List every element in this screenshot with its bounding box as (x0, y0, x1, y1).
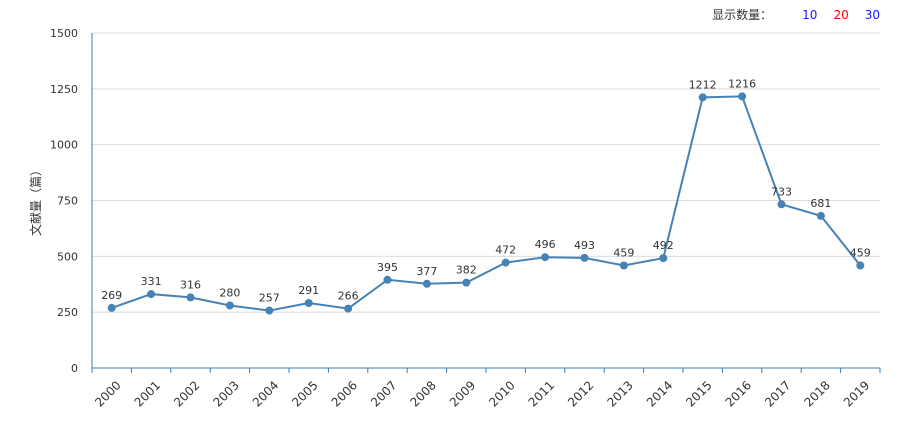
series-line (111, 95, 862, 312)
data-label: 492 (653, 239, 674, 252)
x-tick-label: 2017 (762, 378, 793, 409)
data-point[interactable] (462, 278, 471, 287)
data-label: 377 (416, 265, 437, 278)
grid-lines (92, 32, 880, 313)
y-tick-label: 250 (57, 306, 78, 319)
y-tick-labels: 0 250 500 750 1000 1250 1500 (50, 27, 78, 375)
data-point[interactable] (265, 306, 274, 315)
data-point[interactable] (107, 303, 116, 312)
display-count-selector: 显示数量： 10 20 30 (712, 6, 880, 23)
x-tick-label: 2011 (526, 378, 557, 409)
display-count-option-20[interactable]: 20 (833, 7, 849, 22)
x-tick-label: 2016 (723, 378, 754, 409)
x-tick-label: 2015 (683, 378, 714, 409)
y-tick-label: 1250 (50, 83, 78, 96)
data-point[interactable] (304, 299, 313, 308)
data-point[interactable] (816, 211, 825, 220)
data-point[interactable] (619, 261, 628, 270)
data-point[interactable] (856, 261, 865, 270)
x-tick-labels: 2000 2001 2002 2003 2004 2005 2006 2007 2008 2009… (92, 378, 872, 409)
data-label: 269 (101, 289, 122, 302)
data-point[interactable] (344, 304, 353, 313)
data-point[interactable] (147, 290, 156, 299)
data-point[interactable] (659, 254, 668, 263)
data-point[interactable] (501, 258, 510, 267)
data-label: 493 (574, 239, 595, 252)
data-label: 459 (850, 246, 871, 259)
axes (91, 33, 881, 373)
data-point[interactable] (777, 200, 786, 209)
y-tick-label: 0 (71, 362, 78, 375)
x-tick-label: 2000 (92, 378, 123, 409)
data-point[interactable] (698, 93, 707, 102)
y-axis-label: 文献量（篇） (28, 164, 43, 236)
data-label: 496 (535, 238, 556, 251)
data-label: 291 (298, 284, 319, 297)
data-point[interactable] (186, 293, 195, 302)
data-label: 1212 (689, 78, 717, 91)
x-tick-label: 2019 (841, 378, 872, 409)
display-count-label: 显示数量： (712, 8, 773, 22)
x-tick-label: 2004 (250, 378, 281, 409)
data-point[interactable] (738, 92, 747, 101)
x-tick-label: 2006 (329, 378, 360, 409)
x-tick-label: 2014 (644, 378, 675, 409)
data-point[interactable] (383, 275, 392, 284)
data-label: 316 (180, 278, 201, 291)
y-tick-label: 750 (57, 195, 78, 208)
x-tick-label: 2007 (368, 378, 399, 409)
data-label: 280 (219, 286, 240, 299)
data-points (107, 92, 865, 315)
x-tick-label: 2002 (171, 378, 202, 409)
x-tick-label: 2012 (565, 378, 596, 409)
display-count-option-10[interactable]: 10 (802, 7, 818, 22)
data-label: 331 (141, 275, 162, 288)
data-label: 472 (495, 244, 516, 257)
data-label: 459 (613, 246, 634, 259)
data-label: 382 (456, 264, 477, 277)
x-tick-label: 2018 (801, 378, 832, 409)
x-tick-label: 2005 (289, 378, 320, 409)
data-point[interactable] (422, 279, 431, 288)
x-tick-label: 2001 (132, 378, 163, 409)
x-tick-label: 2013 (604, 378, 635, 409)
x-tick-label: 2009 (447, 378, 478, 409)
data-point[interactable] (541, 253, 550, 262)
x-tick-label: 2008 (407, 378, 438, 409)
display-count-option-30[interactable]: 30 (864, 7, 880, 22)
data-label: 733 (771, 185, 792, 198)
y-tick-label: 1500 (50, 27, 78, 40)
data-label: 395 (377, 261, 398, 274)
data-label: 266 (338, 290, 359, 303)
y-tick-label: 1000 (50, 139, 78, 152)
data-label: 681 (810, 197, 831, 210)
data-labels: 269 331 316 280 257 291 266 395 377 382 472 496 493 4… (101, 77, 871, 304)
y-tick-label: 500 (57, 250, 78, 263)
data-label: 257 (259, 292, 280, 305)
data-label: 1216 (728, 77, 756, 90)
x-tick-label: 2003 (210, 378, 241, 409)
data-point[interactable] (225, 301, 234, 310)
data-point[interactable] (580, 253, 589, 262)
x-tick-label: 2010 (486, 378, 517, 409)
